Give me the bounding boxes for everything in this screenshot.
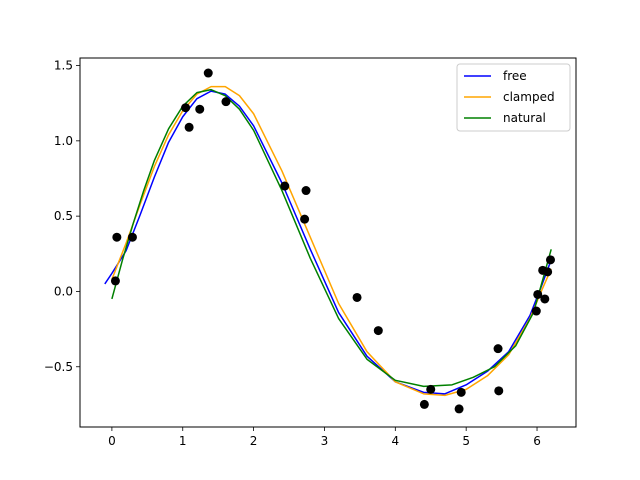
data-point [352, 292, 362, 302]
x-tick-label: 1 [179, 434, 187, 448]
data-point [543, 267, 553, 277]
data-point [494, 386, 504, 396]
x-tick-label: 0 [108, 434, 116, 448]
data-point [493, 344, 503, 354]
data-point [456, 387, 466, 397]
data-point [195, 104, 205, 114]
series-line-natural [111, 88, 552, 388]
y-tick-label: 1.0 [54, 134, 73, 148]
data-point [280, 181, 290, 191]
legend-label-natural: natural [503, 111, 546, 125]
y-tick-label: 1.5 [54, 59, 73, 73]
data-point [540, 294, 550, 304]
data-point [533, 289, 543, 299]
data-point [301, 186, 311, 196]
x-tick-label: 3 [321, 434, 329, 448]
data-point [127, 232, 137, 242]
data-point [203, 68, 213, 78]
y-axis: −0.5 0.0 0.5 1.0 1.5 [44, 59, 80, 374]
data-point [426, 384, 436, 394]
y-tick-label: −0.5 [44, 360, 73, 374]
data-point [545, 255, 555, 265]
legend-label-free: free [503, 69, 527, 83]
plot-frame [79, 57, 577, 428]
y-tick-label: 0.5 [54, 209, 73, 223]
y-tick-label: 0.0 [54, 284, 73, 298]
data-point [373, 326, 383, 336]
legend-box [456, 63, 571, 132]
x-tick-label: 5 [462, 434, 470, 448]
x-tick-label: 4 [391, 434, 399, 448]
data-point [454, 404, 464, 414]
data-point [300, 214, 310, 224]
data-point [531, 306, 541, 316]
x-tick-label: 2 [250, 434, 258, 448]
data-point [110, 276, 120, 286]
series-line-clamped [111, 85, 552, 397]
data-point [181, 103, 191, 113]
data-point [221, 97, 231, 107]
x-axis: 0 1 2 3 4 5 6 [108, 427, 541, 448]
data-point [419, 399, 429, 409]
data-point [112, 232, 122, 242]
legend: free clamped natural [456, 63, 571, 132]
legend-label-clamped: clamped [503, 90, 555, 104]
points-layer [110, 68, 555, 414]
data-point [184, 122, 194, 132]
x-tick-label: 6 [533, 434, 541, 448]
